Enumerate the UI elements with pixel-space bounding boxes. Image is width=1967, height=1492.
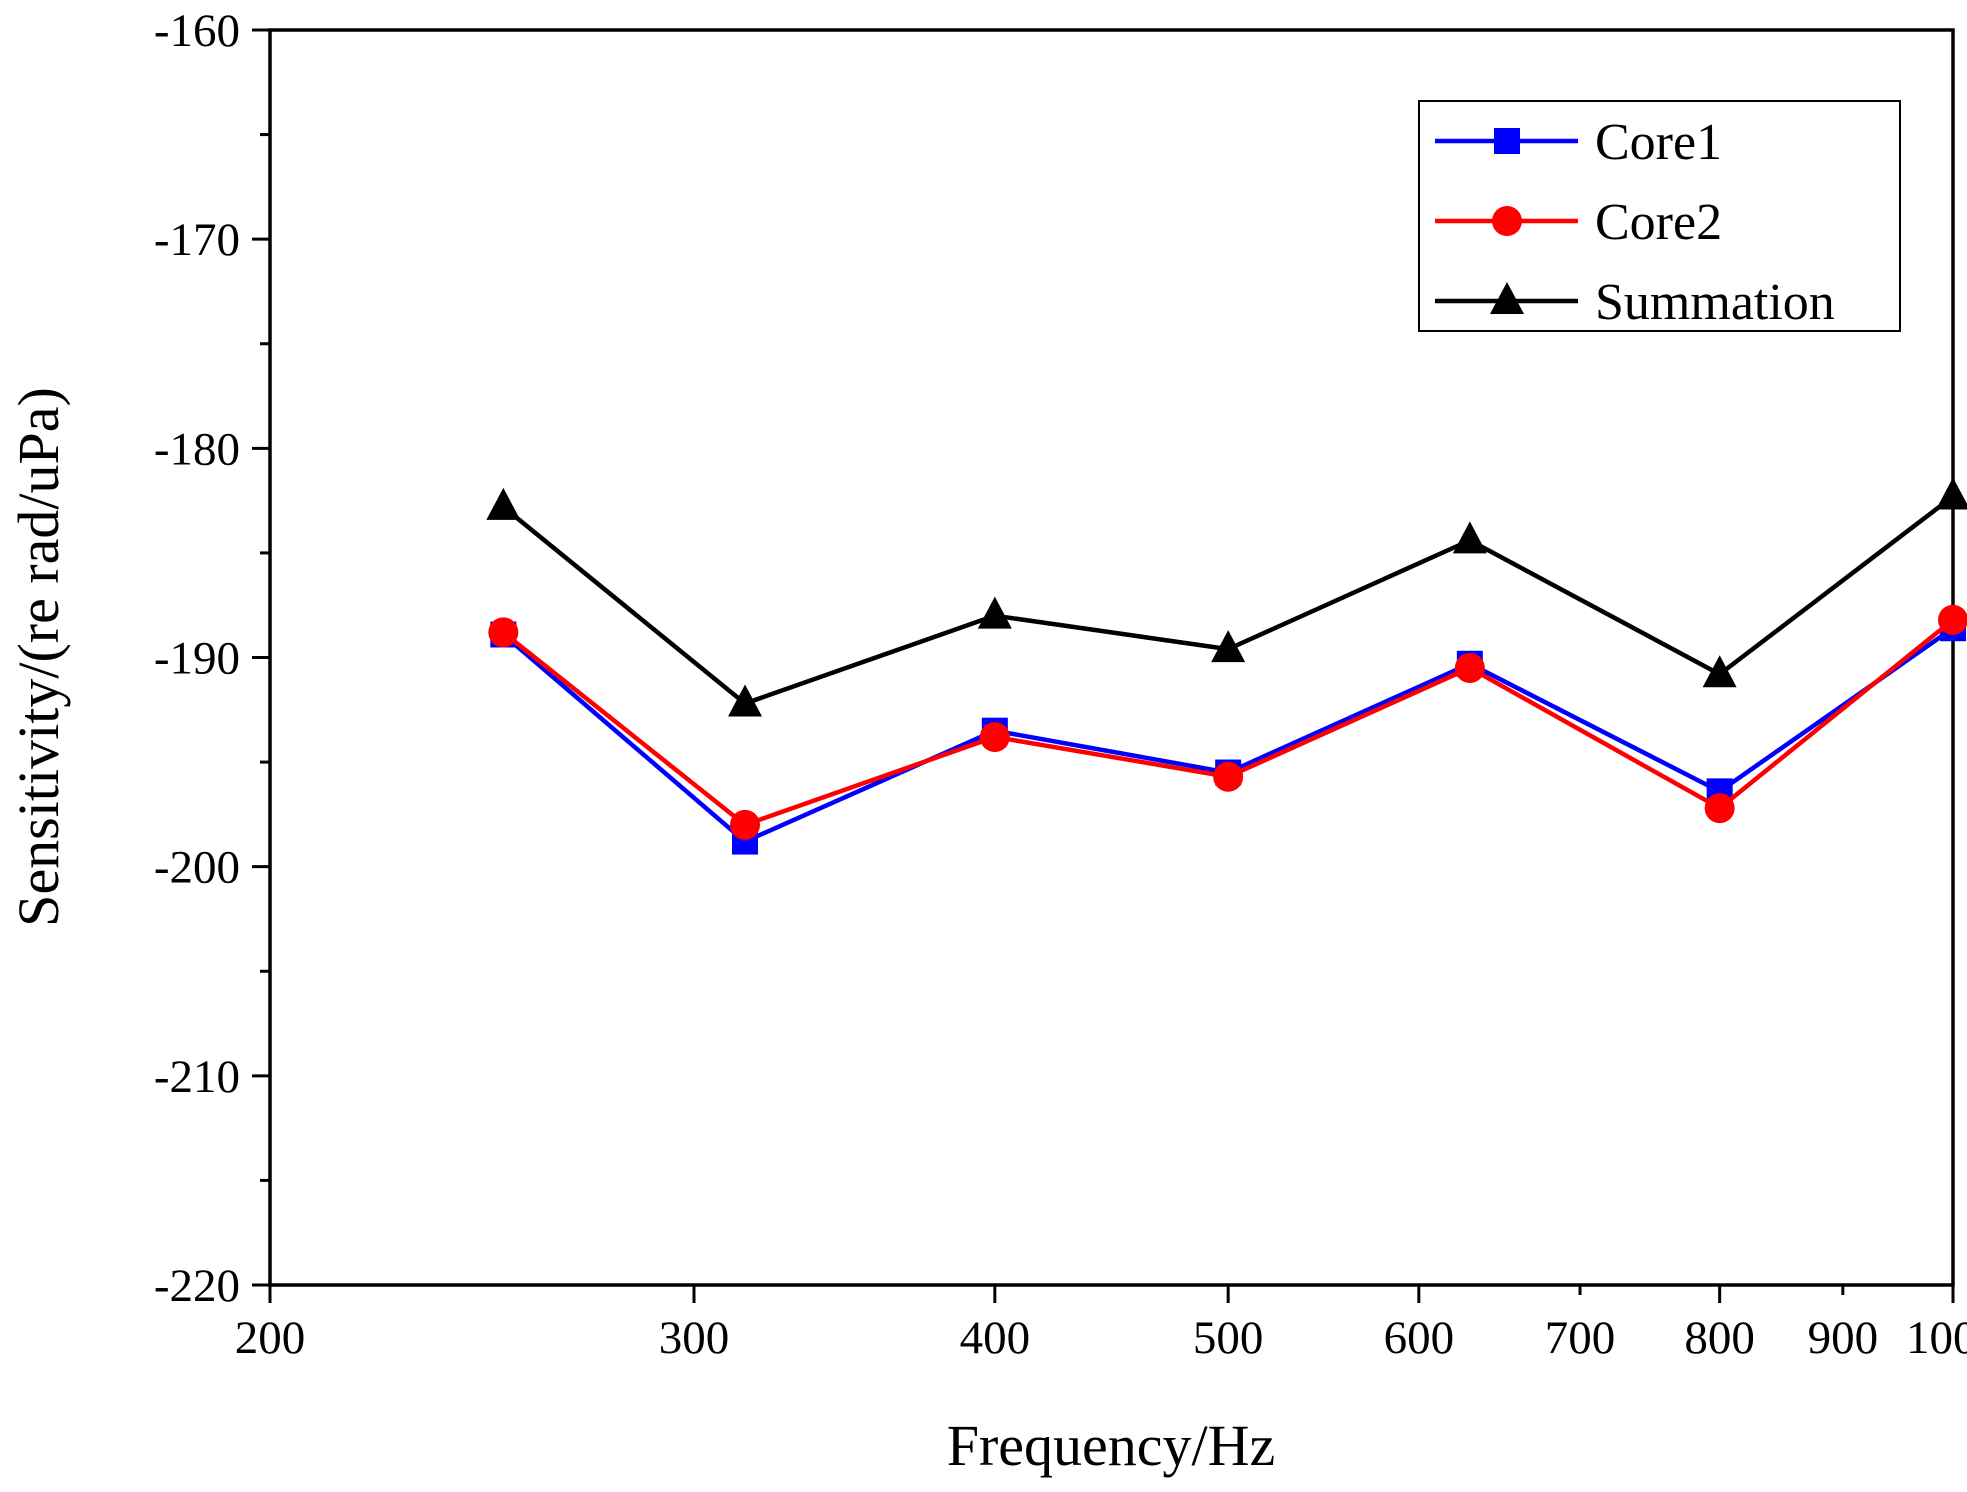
legend-item-summation: Summation	[1435, 274, 1835, 331]
data-point-core2	[1454, 652, 1485, 683]
data-point-core2	[979, 721, 1010, 752]
legend-item-core1: Core1	[1435, 114, 1722, 171]
x-tick-label: 900	[1808, 1312, 1879, 1364]
series-line-summation	[501, 494, 1955, 706]
legend-marker-core1	[1494, 128, 1520, 154]
y-axis-title: Sensitivity/(re rad/uPa)	[6, 387, 71, 927]
legend: Core1 Core2 Summation	[1418, 100, 1901, 332]
series-core2	[488, 604, 1967, 840]
x-tick-label: 1000	[1906, 1312, 1967, 1364]
axis-ticks: -220 -210 -200 -190 -180 -170 -160 200 300 400 500…	[154, 5, 1967, 1364]
x-tick-label: 700	[1545, 1312, 1616, 1364]
x-axis-title: Frequency/Hz	[947, 1413, 1276, 1478]
series-summation	[486, 477, 1967, 717]
data-point-core2	[730, 809, 761, 840]
data-point-summation	[1211, 630, 1246, 663]
data-point-summation	[728, 684, 763, 717]
legend-marker-summation	[1490, 282, 1524, 314]
y-tick-label: -180	[154, 423, 240, 475]
y-tick-label: -210	[154, 1051, 240, 1103]
legend-label: Summation	[1595, 274, 1835, 331]
x-tick-label: 600	[1384, 1312, 1455, 1364]
data-point-summation	[1702, 655, 1737, 688]
legend-label: Core1	[1595, 114, 1722, 171]
y-tick-label: -200	[154, 842, 240, 894]
data-point-core2	[1213, 761, 1244, 792]
x-tick-label: 800	[1684, 1312, 1755, 1364]
data-point-core2	[1704, 793, 1735, 824]
data-point-summation	[486, 487, 521, 520]
data-point-core2	[488, 617, 519, 648]
x-tick-label: 400	[960, 1312, 1031, 1364]
data-point-summation	[977, 596, 1012, 629]
x-tick-label: 200	[235, 1312, 306, 1364]
data-point-summation	[1452, 521, 1487, 554]
x-tick-label: 500	[1193, 1312, 1264, 1364]
data-point-core2	[1938, 604, 1967, 635]
data-point-summation	[1936, 477, 1967, 510]
y-tick-label: -160	[154, 5, 240, 57]
legend-item-core2: Core2	[1435, 194, 1722, 251]
x-tick-label: 300	[659, 1312, 730, 1364]
y-tick-label: -220	[154, 1260, 240, 1312]
legend-label: Core2	[1595, 194, 1722, 251]
y-tick-label: -170	[154, 214, 240, 266]
y-tick-label: -190	[154, 633, 240, 685]
series-layer	[486, 477, 1967, 855]
legend-marker-core2	[1492, 206, 1522, 236]
